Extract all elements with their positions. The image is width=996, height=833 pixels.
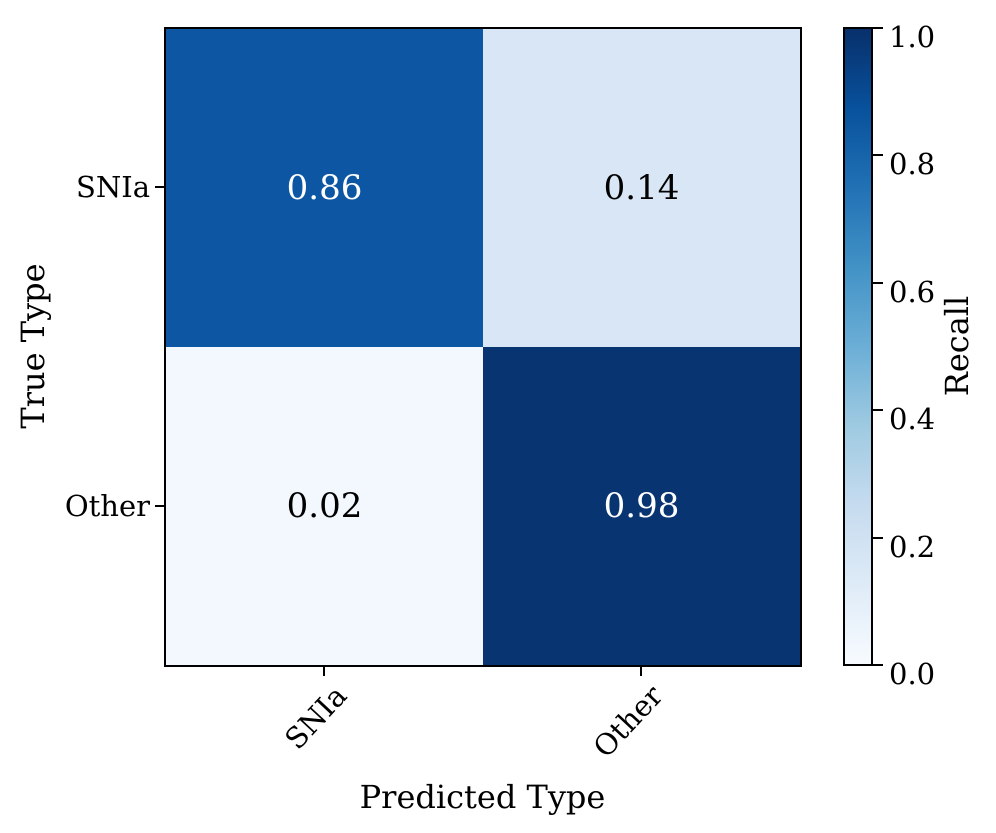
cell-annotation: 0.86	[286, 168, 363, 208]
y-tick-mark	[155, 186, 165, 188]
x-axis-label: Predicted Type	[359, 778, 606, 816]
cell-annotation: 0.14	[603, 168, 680, 208]
colorbar	[843, 27, 873, 666]
x-tick-mark	[323, 667, 325, 676]
colorbar-tick-label: 0.6	[889, 275, 936, 309]
x-tick-mark	[640, 667, 642, 676]
colorbar-axis-label: Recall	[938, 295, 976, 397]
colorbar-tick-label: 0.4	[889, 402, 936, 436]
colorbar-tick-mark	[873, 282, 883, 284]
heatmap-cell-other-snia: 0.02	[166, 347, 483, 665]
cell-annotation: 0.02	[286, 486, 363, 526]
colorbar-tick-label: 0.8	[889, 147, 936, 181]
heatmap-cell-other-other: 0.98	[483, 347, 800, 665]
colorbar-tick-mark	[873, 409, 883, 411]
colorbar-tick-mark	[873, 537, 883, 539]
y-tick-label-other: Other	[64, 489, 150, 523]
y-tick-label-snia: SNIa	[76, 170, 150, 204]
colorbar-tick-label: 0.2	[889, 530, 936, 564]
colorbar-tick-mark	[873, 154, 883, 156]
colorbar-tick-label: 0.0	[889, 657, 936, 691]
y-tick-mark	[155, 505, 165, 507]
colorbar-tick-mark	[873, 27, 883, 29]
heatmap-axes: 0.86 0.14 0.02 0.98	[164, 27, 802, 667]
y-axis-label: True Type	[14, 263, 52, 429]
heatmap-cell-snia-snia: 0.86	[166, 29, 483, 347]
colorbar-tick-label: 1.0	[889, 20, 936, 54]
heatmap-cell-snia-other: 0.14	[483, 29, 800, 347]
cell-annotation: 0.98	[603, 486, 680, 526]
colorbar-tick-mark	[873, 664, 883, 666]
